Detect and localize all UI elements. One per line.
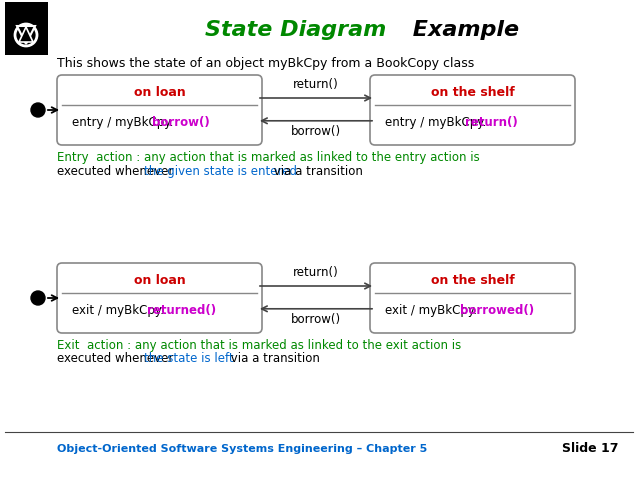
Text: Slide 17: Slide 17 (561, 443, 618, 456)
Text: executed whenever: executed whenever (57, 164, 177, 178)
FancyBboxPatch shape (370, 75, 575, 145)
FancyBboxPatch shape (57, 75, 262, 145)
Circle shape (31, 103, 45, 117)
Text: borrowed(): borrowed() (460, 304, 534, 317)
Text: Entry  action : any action that is marked as linked to the entry action is: Entry action : any action that is marked… (57, 150, 480, 163)
FancyBboxPatch shape (57, 263, 262, 333)
FancyBboxPatch shape (370, 263, 575, 333)
Text: borrow(): borrow() (291, 313, 341, 326)
Text: borrow(): borrow() (291, 125, 341, 138)
Circle shape (31, 291, 45, 305)
Text: on the shelf: on the shelf (431, 86, 514, 99)
Polygon shape (5, 2, 48, 55)
Polygon shape (17, 26, 35, 44)
Text: on the shelf: on the shelf (431, 274, 514, 287)
Text: via a transition: via a transition (226, 353, 320, 365)
Text: return(): return() (293, 78, 339, 91)
Text: exit / myBkCpy.: exit / myBkCpy. (385, 304, 477, 317)
Text: entry / myBkCpy.: entry / myBkCpy. (385, 116, 486, 129)
Text: return(): return() (465, 116, 518, 129)
Polygon shape (19, 27, 33, 42)
Text: on loan: on loan (133, 86, 186, 99)
Text: returned(): returned() (147, 304, 216, 317)
Text: the state is left: the state is left (144, 353, 234, 365)
Text: on loan: on loan (133, 274, 186, 287)
Text: State Diagram: State Diagram (205, 20, 386, 40)
Text: exit / myBkCpy.: exit / myBkCpy. (72, 304, 164, 317)
Text: Exit  action : any action that is marked as linked to the exit action is: Exit action : any action that is marked … (57, 339, 461, 352)
Text: This shows the state of an object myBkCpy from a BookCopy class: This shows the state of an object myBkCp… (57, 57, 474, 69)
Text: via a transition: via a transition (271, 164, 363, 178)
Text: borrow(): borrow() (152, 116, 210, 129)
Text: entry / myBkCpy.: entry / myBkCpy. (72, 116, 174, 129)
Text: Example: Example (405, 20, 519, 40)
Text: the given state is entered: the given state is entered (144, 164, 297, 178)
Text: executed whenever: executed whenever (57, 353, 177, 365)
Text: return(): return() (293, 266, 339, 279)
Text: Object-Oriented Software Systems Engineering – Chapter 5: Object-Oriented Software Systems Enginee… (57, 444, 427, 454)
